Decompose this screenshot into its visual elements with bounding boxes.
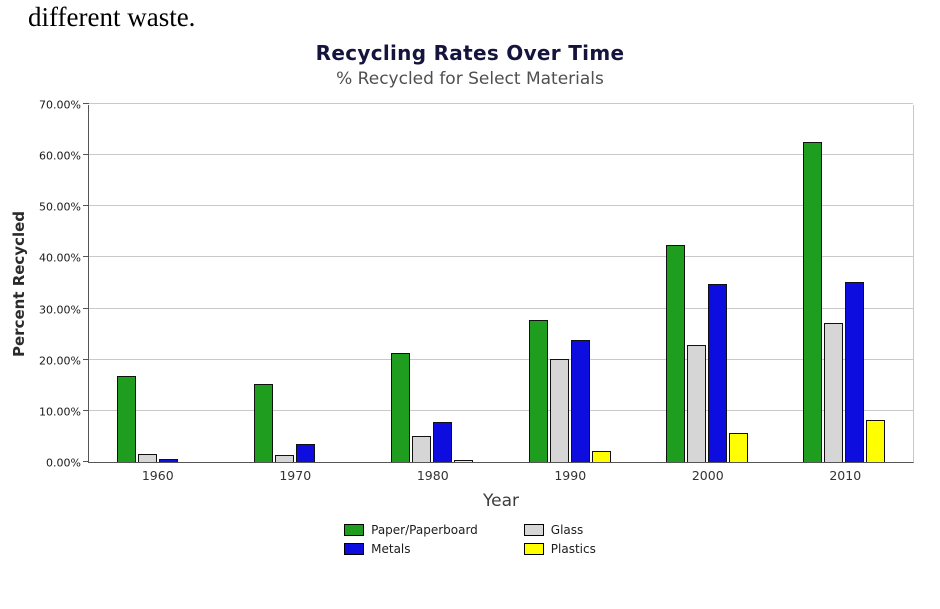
legend-label-metals: Metals [371,542,411,557]
gridline [89,410,913,412]
x-tick-label-2010: 2010 [829,468,862,484]
gridline [89,308,913,310]
plot-area [83,103,914,464]
legend-label-plastics: Plastics [550,542,596,557]
bar-paper-paperboard-1990 [528,320,548,463]
gridline [89,359,913,361]
y-tick-label: 40.00% [39,251,81,265]
chart-title: Recycling Rates Over Time [315,41,625,66]
bar-paper-paperboard-1960 [116,376,136,463]
bar-paper-paperboard-2000 [665,245,685,463]
bar-metals-1970 [295,444,315,463]
bar-metals-1960 [158,459,178,463]
legend-swatch-metals [344,543,365,556]
bar-group-1970 [226,105,363,463]
bar-group-1990 [501,105,638,463]
bar-plastics-2000 [728,433,748,463]
x-tick-label-1970: 1970 [279,468,312,484]
gridline [89,205,913,207]
y-tick-mark [83,205,89,207]
bar-paper-paperboard-1970 [253,384,273,463]
plot-wrap: 1960 1970 1980 1990 2000 2010 Year [83,103,914,512]
bar-plastics-1980 [454,460,474,463]
bar-metals-1990 [570,340,590,463]
gridline [89,103,913,105]
x-tick-label-1960: 1960 [141,468,174,484]
bar-metals-1980 [433,422,453,463]
y-tick-label: 70.00% [39,98,81,112]
x-tick-label-1990: 1990 [554,468,587,484]
x-axis-ticks: 1960 1970 1980 1990 2000 2010 [89,468,914,483]
y-tick-label: 30.00% [39,303,81,317]
chart-subtitle: % Recycled for Select Materials [336,69,604,90]
bar-metals-2000 [707,284,727,463]
legend-swatch-glass [523,524,544,537]
legend-swatch-plastics [523,543,544,556]
bar-group-1960 [89,105,226,463]
y-tick-mark [83,308,89,310]
y-tick-mark [83,410,89,412]
legend-item-metals: Metals [344,542,478,556]
x-tick-label-1980: 1980 [416,468,449,484]
chart-body: Percent Recycled 0.00% 10.00% 20.00% 30.00%… [0,99,940,512]
gridline [89,154,913,156]
y-axis-label: Percent Recycled [10,211,28,358]
bar-group-2000 [638,105,775,463]
bar-plastics-1990 [591,451,611,463]
x-axis-label: Year [483,491,519,512]
x-tick-label-2000: 2000 [691,468,724,484]
bar-group-1980 [364,105,501,463]
paragraph-fragment: different waste. [28,2,196,32]
y-tick-mark [83,256,89,258]
y-tick-mark [83,154,89,156]
y-axis-ticks: 0.00% 10.00% 20.00% 30.00% 40.00% 50.00% 60.00… [30,99,88,470]
legend-label-paper-paperboard: Paper/Paperboard [371,523,478,538]
bar-glass-1970 [274,455,294,463]
bar-group-2010 [776,105,913,463]
bar-paper-paperboard-2010 [803,142,823,463]
bar-glass-1990 [549,359,569,463]
y-tick-mark [83,359,89,361]
legend-label-glass: Glass [550,523,584,538]
bar-glass-2000 [686,345,706,463]
recycling-rates-chart: Recycling Rates Over Time % Recycled for… [0,41,940,556]
legend: Paper/Paperboard Glass Metals Plastics [0,523,940,556]
y-tick-mark [83,461,89,463]
bar-glass-1980 [412,436,432,463]
y-tick-label: 10.00% [39,405,81,419]
bar-glass-1960 [137,454,157,463]
y-tick-label: 0.00% [46,456,81,470]
bar-metals-2010 [845,282,865,463]
bar-plastics-2010 [866,420,886,463]
bar-glass-2010 [824,323,844,463]
legend-item-glass: Glass [523,523,596,538]
bar-paper-paperboard-1980 [391,353,411,463]
y-tick-label: 50.00% [39,200,81,214]
legend-item-plastics: Plastics [523,542,596,557]
legend-swatch-paper-paperboard [344,524,365,537]
y-tick-mark [83,103,89,105]
y-tick-label: 20.00% [39,354,81,368]
gridline [89,256,913,258]
y-tick-label: 60.00% [39,149,81,163]
legend-item-paper-paperboard: Paper/Paperboard [344,523,478,537]
